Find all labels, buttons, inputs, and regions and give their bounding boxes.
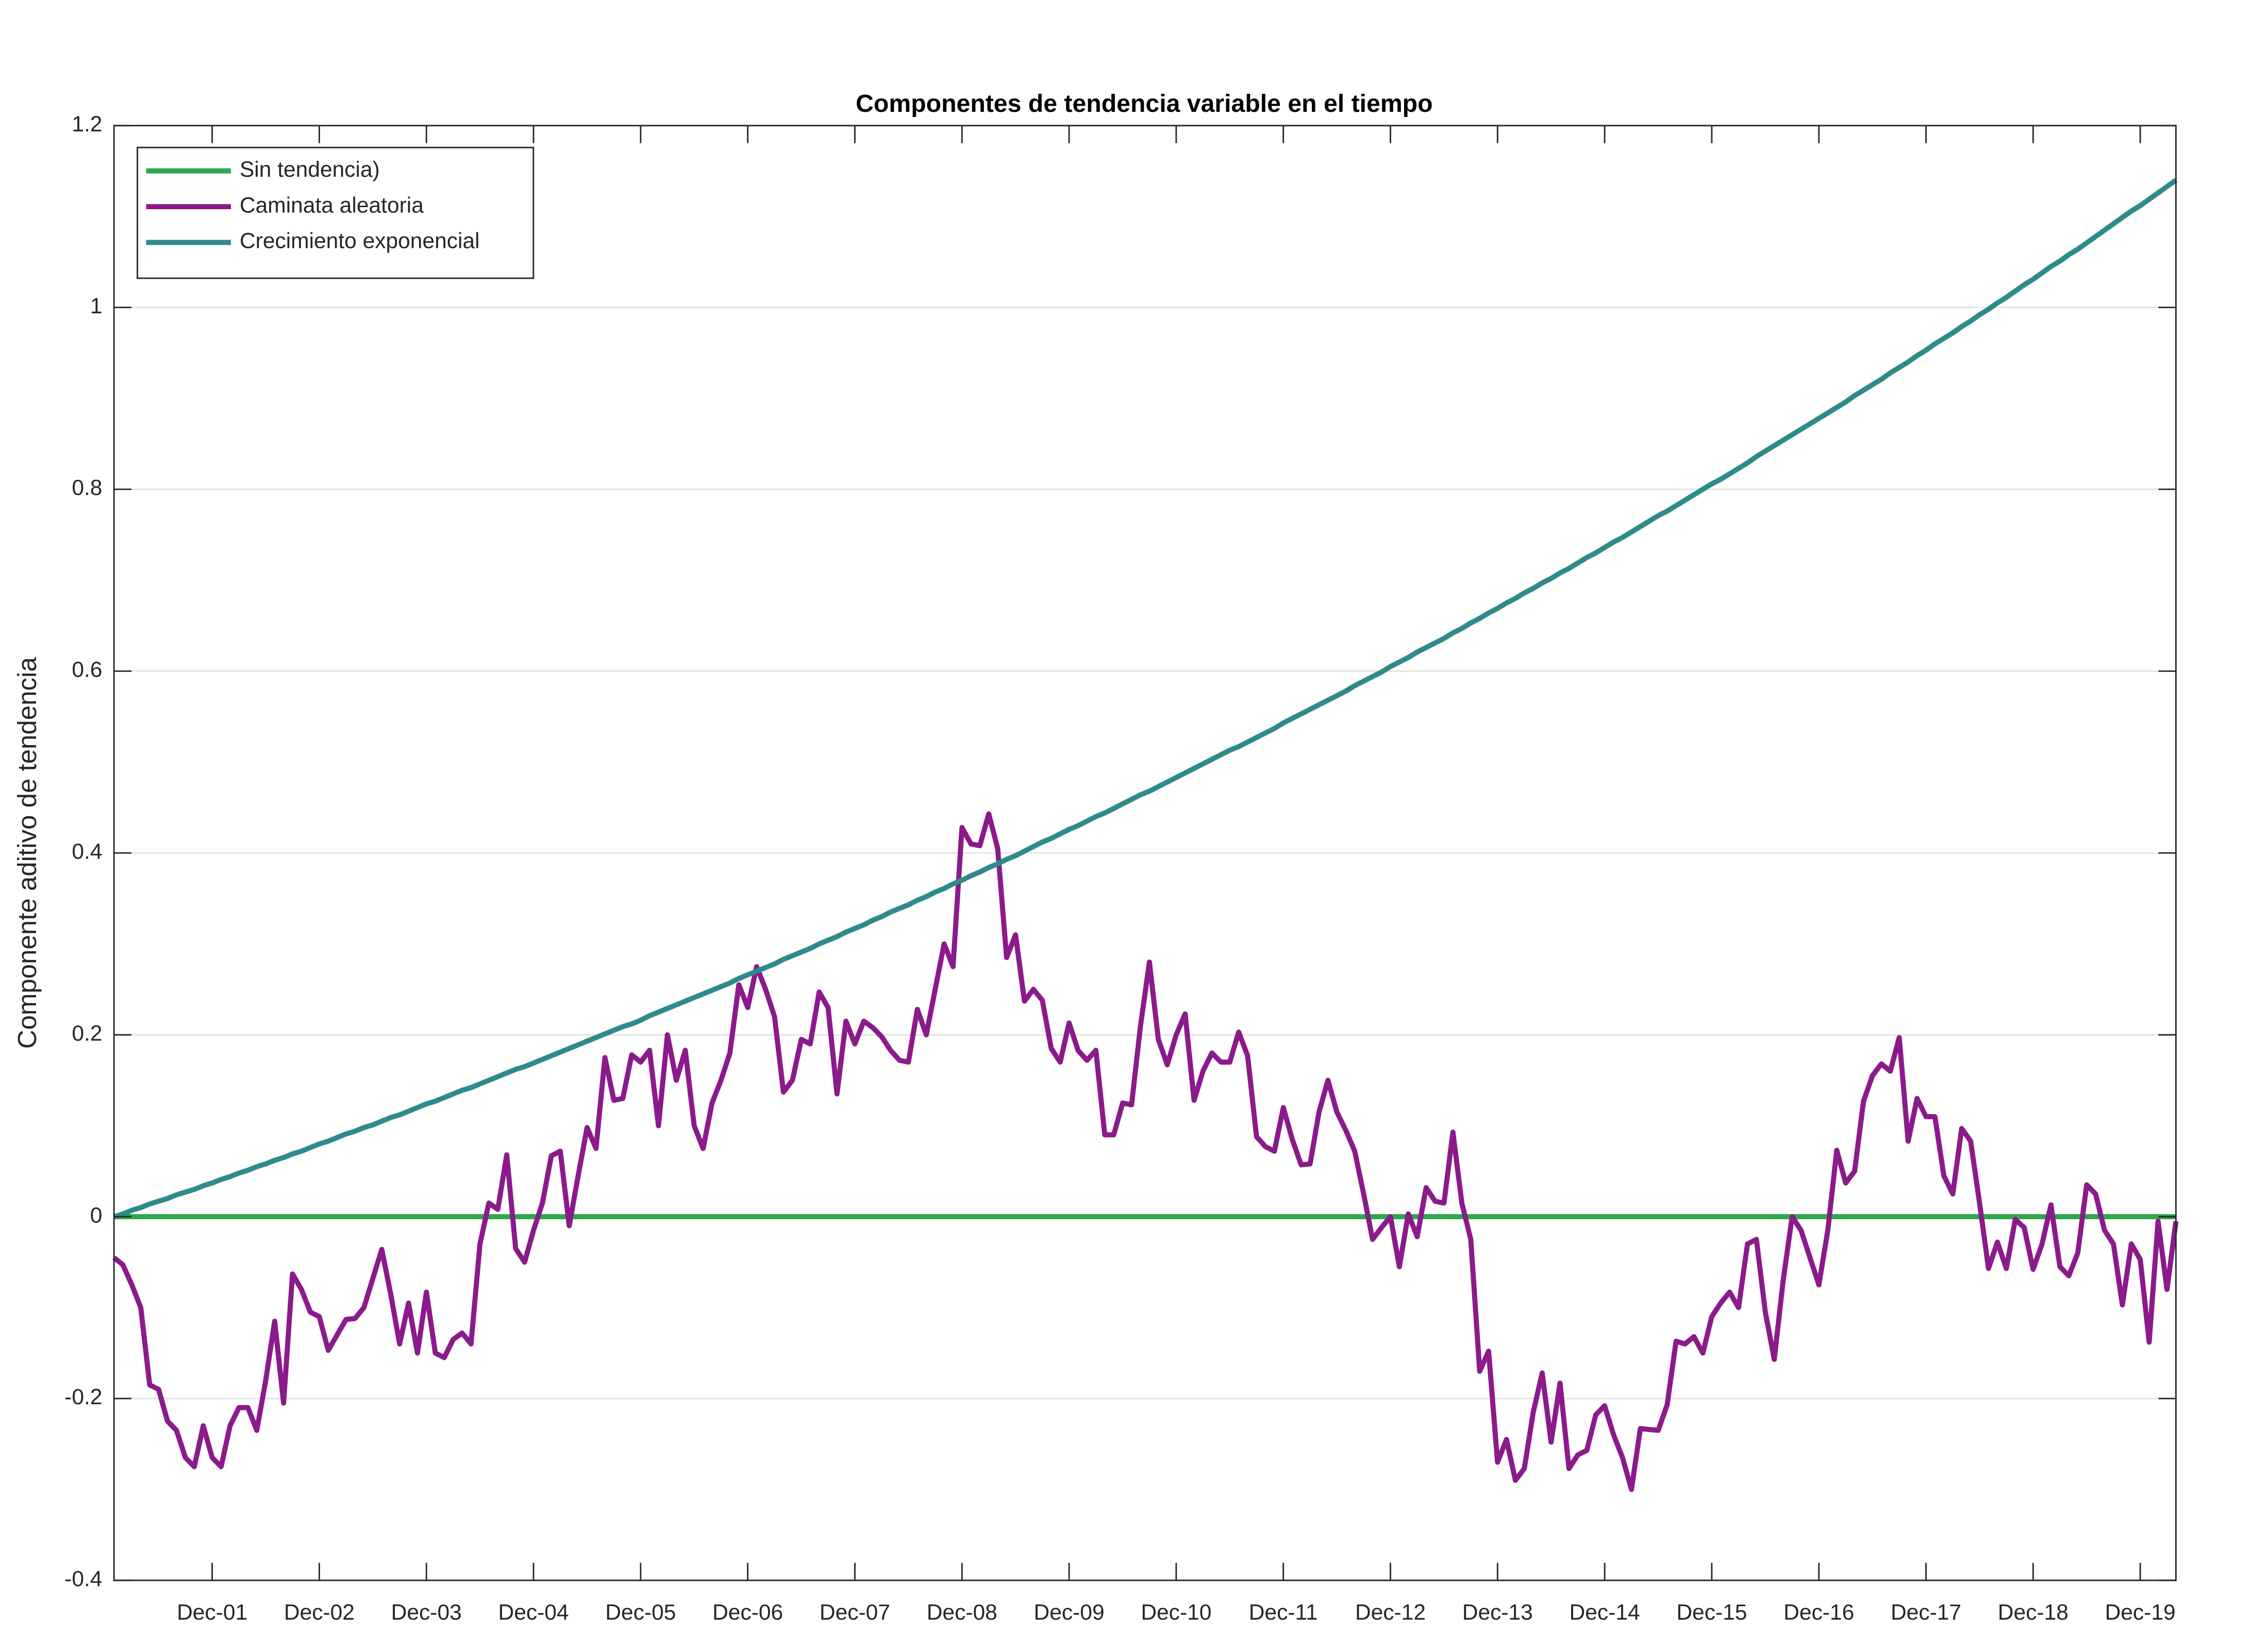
y-tick-label: 0.2 [72, 1021, 102, 1046]
x-tick-label: Dec-01 [177, 1601, 247, 1625]
legend-label: Caminata aleatoria [240, 193, 424, 217]
x-tick-label: Dec-05 [605, 1601, 676, 1625]
y-tick-label: 1 [90, 294, 103, 318]
x-tick-label: Dec-09 [1034, 1601, 1105, 1625]
x-tick-label: Dec-16 [1783, 1601, 1854, 1625]
x-tick-label: Dec-13 [1462, 1601, 1533, 1625]
series-line [112, 811, 2179, 1492]
y-tick-label: 1.2 [72, 112, 102, 137]
x-tick-label: Dec-04 [498, 1601, 569, 1625]
x-tick-label: Dec-17 [1891, 1601, 1961, 1625]
legend-label: Crecimiento exponencial [240, 229, 480, 254]
y-axis-label: Componente aditivo de tendencia [12, 657, 42, 1049]
x-tick-label: Dec-15 [1676, 1601, 1747, 1625]
series-line [113, 178, 2178, 1219]
y-tick-label: 0.6 [72, 658, 102, 682]
y-tick-label: 0 [90, 1203, 103, 1227]
y-tick-label: -0.2 [64, 1385, 102, 1409]
x-tick-label: Dec-12 [1355, 1601, 1426, 1625]
x-tick-label: Dec-02 [284, 1601, 355, 1625]
y-tick-label: -0.4 [64, 1567, 102, 1591]
y-tick-label: 0.8 [72, 476, 102, 500]
x-tick-label: Dec-14 [1570, 1601, 1640, 1625]
chart-title: Componentes de tendencia variable en el … [856, 90, 1432, 117]
ticks: -0.4 -0.2 0 0.2 0.4 0.6 0.8 1 1.2 Dec-01 Dec-02 Dec… [64, 112, 2176, 1625]
legend-label: Sin tendencia) [240, 158, 380, 182]
legend: Sin tendencia) Caminata aleatoria Crecimie… [137, 146, 535, 279]
x-tick-label: Dec-07 [820, 1601, 890, 1625]
plot-lines [112, 178, 2179, 1492]
x-tick-label: Dec-18 [1998, 1601, 2069, 1625]
x-tick-label: Dec-19 [2105, 1601, 2176, 1625]
x-tick-label: Dec-11 [1249, 1601, 1318, 1625]
y-tick-label: 0.4 [72, 840, 102, 864]
x-tick-label: Dec-08 [927, 1601, 997, 1625]
x-tick-label: Dec-06 [712, 1601, 783, 1625]
x-tick-label: Dec-03 [391, 1601, 462, 1625]
x-tick-label: Dec-10 [1141, 1601, 1211, 1625]
